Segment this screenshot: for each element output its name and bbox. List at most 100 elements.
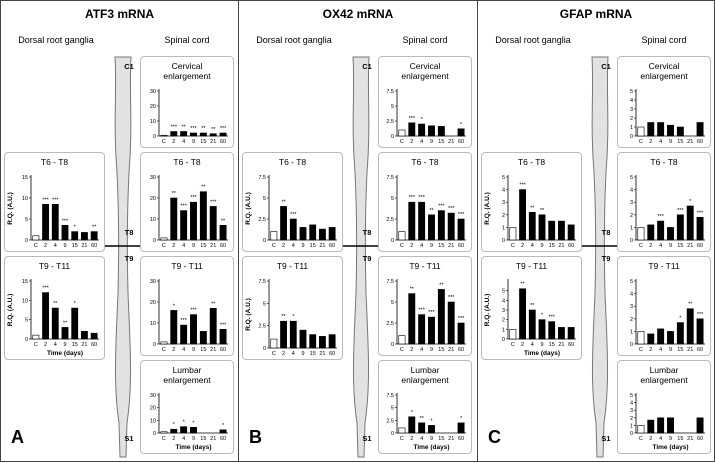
x-tick-label: 21 bbox=[210, 347, 216, 353]
bar bbox=[160, 341, 168, 345]
spinal-cord bbox=[114, 56, 132, 458]
x-tick-label: 9 bbox=[540, 342, 543, 348]
significance-label: *** bbox=[428, 310, 435, 316]
cord-label: C1 bbox=[124, 62, 134, 71]
chart: 0 2.5 5 7.5 Time (days) C 2 * 4 ** 9 * 15 21 60 * bbox=[386, 393, 466, 451]
x-tick-label: C bbox=[272, 243, 276, 249]
x-tick-label: 15 bbox=[677, 436, 683, 442]
significance-label: ** bbox=[429, 208, 434, 214]
x-tick-label: 2 bbox=[649, 436, 652, 442]
x-tick-label: 15 bbox=[310, 351, 316, 357]
bar bbox=[667, 331, 674, 345]
significance-label: *** bbox=[180, 318, 187, 324]
y-tick-label: 7.5 bbox=[386, 89, 394, 95]
x-tick-label: 21 bbox=[81, 243, 87, 249]
bar bbox=[71, 307, 79, 340]
significance-label: * bbox=[689, 199, 692, 205]
x-tick-label: 21 bbox=[687, 139, 693, 145]
y-tick-label: 20 bbox=[150, 300, 156, 306]
chart-box: T6 - T8 0 2.5 5 7.5 C 2 *** 4 *** 9 ** 15 *** 21 *** 60 *… bbox=[378, 152, 472, 252]
x-tick-label: 2 bbox=[649, 139, 652, 145]
y-tick-label: 2.5 bbox=[258, 217, 266, 223]
x-tick-label: 15 bbox=[200, 243, 206, 249]
x-tick-label: 9 bbox=[192, 243, 195, 249]
significance-label: *** bbox=[180, 204, 187, 210]
bar bbox=[398, 129, 406, 137]
x-tick-label: C bbox=[34, 243, 38, 249]
significance-label: ** bbox=[221, 218, 226, 224]
y-axis-label: R.Q. (A.U.) bbox=[484, 192, 491, 225]
x-tick-label: 60 bbox=[697, 436, 703, 442]
bar bbox=[180, 210, 188, 241]
x-tick-label: 2 bbox=[172, 243, 175, 249]
bar bbox=[51, 203, 59, 241]
bar bbox=[447, 301, 455, 345]
y-tick-label: 5 bbox=[263, 301, 266, 307]
significance-label: *** bbox=[448, 206, 455, 212]
x-tick-label: 9 bbox=[192, 139, 195, 145]
x-tick-label: 2 bbox=[282, 351, 285, 357]
y-tick-label: 4 bbox=[630, 98, 633, 104]
bar bbox=[61, 327, 69, 340]
significance-label: ** bbox=[172, 191, 177, 197]
x-tick-label: 4 bbox=[531, 342, 534, 348]
significance-label: *** bbox=[697, 210, 704, 216]
sc-heading: Spinal cord bbox=[641, 35, 687, 45]
x-tick-label: 21 bbox=[210, 243, 216, 249]
significance-label: ** bbox=[63, 320, 68, 326]
bar bbox=[180, 131, 188, 137]
y-tick-label: 2 bbox=[630, 213, 633, 219]
drg-heading: Dorsal root ganglia bbox=[256, 35, 332, 45]
x-tick-label: 60 bbox=[697, 347, 703, 353]
x-tick-label: C bbox=[511, 342, 515, 348]
bar bbox=[637, 425, 645, 434]
chart-title: Cervical enlargement bbox=[401, 61, 449, 81]
x-tick-label: 60 bbox=[697, 139, 703, 145]
x-tick-label: 21 bbox=[448, 436, 454, 442]
y-tick-label: 3 bbox=[630, 408, 633, 414]
chart-title: T9 - T11 bbox=[515, 261, 548, 271]
cord-label: C1 bbox=[362, 62, 372, 71]
y-tick-label: 0 bbox=[391, 134, 394, 140]
y-tick-label: 3 bbox=[630, 304, 633, 310]
bar bbox=[408, 416, 416, 434]
significance-label: ** bbox=[688, 302, 693, 308]
y-axis-label: R.Q. (A.U.) bbox=[245, 192, 252, 225]
x-tick-label: 9 bbox=[669, 436, 672, 442]
cord-label: T8 bbox=[363, 228, 372, 237]
x-tick-label: 2 bbox=[44, 342, 47, 348]
x-tick-label: 60 bbox=[458, 347, 464, 353]
bar bbox=[170, 310, 178, 345]
y-tick-label: 2 bbox=[630, 317, 633, 323]
x-tick-label: 21 bbox=[319, 351, 325, 357]
y-tick-label: 3 bbox=[502, 200, 505, 206]
y-tick-label: 2.5 bbox=[386, 217, 394, 223]
x-tick-label: 60 bbox=[220, 436, 226, 442]
x-tick-label: 9 bbox=[669, 139, 672, 145]
x-tick-label: 2 bbox=[410, 347, 413, 353]
y-tick-label: 2.5 bbox=[258, 324, 266, 330]
significance-label: * bbox=[222, 423, 225, 429]
x-tick-label: 4 bbox=[54, 342, 57, 348]
significance-label: *** bbox=[657, 214, 664, 220]
significance-label: *** bbox=[438, 204, 445, 210]
x-tick-label: 2 bbox=[521, 243, 524, 249]
bar bbox=[199, 132, 207, 137]
significance-label: * bbox=[173, 422, 176, 428]
x-tick-label: 9 bbox=[301, 351, 304, 357]
y-tick-label: 4 bbox=[630, 292, 633, 298]
cord-drawing: C1 T8 T9 S1 bbox=[93, 56, 153, 458]
bar bbox=[667, 417, 674, 434]
y-tick-label: 0 bbox=[25, 337, 28, 343]
significance-label: * bbox=[430, 418, 433, 424]
bar bbox=[90, 231, 98, 241]
y-tick-label: 5 bbox=[391, 104, 394, 110]
y-tick-label: 0 bbox=[630, 238, 633, 244]
bar bbox=[289, 320, 297, 349]
y-tick-label: 0 bbox=[502, 238, 505, 244]
x-tick-label: 2 bbox=[521, 342, 524, 348]
x-tick-label: C bbox=[162, 436, 166, 442]
